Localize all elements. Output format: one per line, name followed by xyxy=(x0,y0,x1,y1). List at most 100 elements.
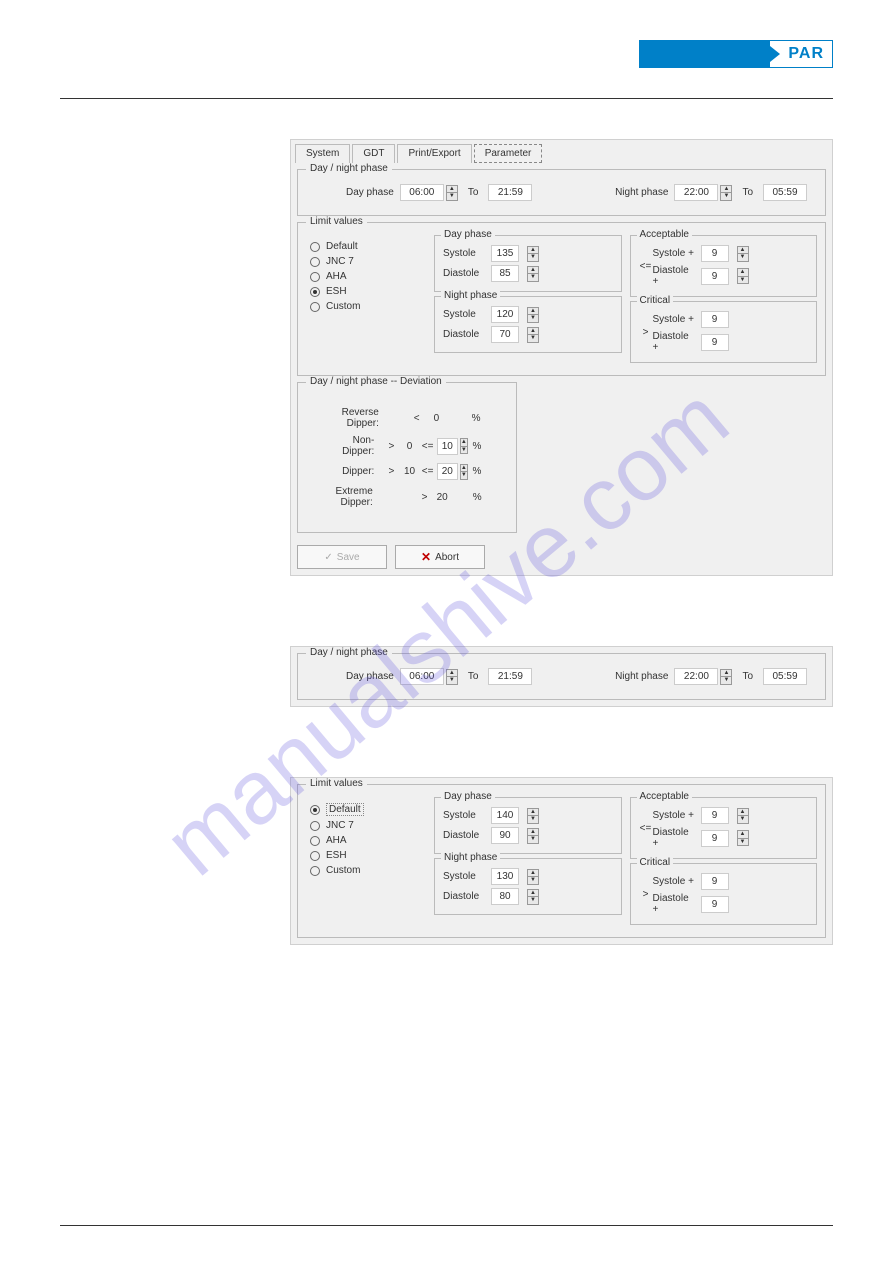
limits-fieldset-2: Limit values Default JNC 7 AHA ESH Custo… xyxy=(297,784,826,938)
dev-extreme-pct: % xyxy=(468,492,486,503)
night-phase-label-2: Night phase xyxy=(615,671,668,682)
radio-custom-2[interactable]: Custom xyxy=(310,865,422,876)
acc-systole-input[interactable]: 9 xyxy=(701,245,729,262)
night-from-input[interactable]: 22:00 xyxy=(674,184,718,201)
acceptable-fieldset: Acceptable <= Systole + 9 ▲▼ Diastole + xyxy=(630,235,818,297)
radio-custom-label-2: Custom xyxy=(326,865,360,876)
night-systole-input[interactable]: 120 xyxy=(491,306,519,323)
night-diastole-spinner-2[interactable]: ▲▼ xyxy=(527,889,539,905)
save-button[interactable]: ✓ Save xyxy=(297,545,387,569)
to-label-3: To xyxy=(468,671,479,682)
acc-systole-input-2[interactable]: 9 xyxy=(701,807,729,824)
radio-aha[interactable]: AHA xyxy=(310,271,422,282)
night-systole-spinner-2[interactable]: ▲▼ xyxy=(527,869,539,885)
dev-dipper-high[interactable]: 20 xyxy=(437,463,458,480)
night-diastole-spinner[interactable]: ▲▼ xyxy=(527,327,539,343)
dev-nondipper-lte: <= xyxy=(419,441,437,452)
day-phase-sub-legend: Day phase xyxy=(441,229,495,240)
radio-jnc7-label: JNC 7 xyxy=(326,256,354,267)
day-from-input-2[interactable]: 06:00 xyxy=(400,668,444,685)
night-diastole-label: Diastole xyxy=(443,329,485,340)
day-diastole-label: Diastole xyxy=(443,268,485,279)
limits-fieldset: Limit values Default JNC 7 AHA ESH Custo… xyxy=(297,222,826,376)
night-phase-fieldset: Night phase Systole 120 ▲▼ Diastole 70 ▲… xyxy=(434,296,622,353)
daynight-standalone-panel: Day / night phase Day phase 06:00 ▲▼ To … xyxy=(290,646,833,707)
abort-button[interactable]: ✕ Abort xyxy=(395,545,485,569)
dev-reverse-row: Reverse Dipper: < 0 % xyxy=(326,407,486,429)
day-systole-spinner[interactable]: ▲▼ xyxy=(527,246,539,262)
daynight-fieldset: Day / night phase Day phase 06:00 ▲▼ To … xyxy=(297,169,826,216)
radio-jnc7-2[interactable]: JNC 7 xyxy=(310,820,422,831)
day-diastole-spinner[interactable]: ▲▼ xyxy=(527,266,539,282)
day-phase-fieldset: Day phase Systole 135 ▲▼ Diastole 85 ▲▼ xyxy=(434,235,622,292)
night-from-spinner-2[interactable]: ▲▼ xyxy=(720,669,732,685)
acc-systole-spinner[interactable]: ▲▼ xyxy=(737,246,749,262)
dev-dipper-label: Dipper: xyxy=(326,466,374,477)
acceptable-legend: Acceptable xyxy=(637,229,692,240)
dev-dipper-pct: % xyxy=(468,466,486,477)
to-label-1: To xyxy=(468,187,479,198)
radio-custom[interactable]: Custom xyxy=(310,301,422,312)
acceptable-op: <= xyxy=(639,261,653,272)
dev-nondipper-row: Non-Dipper: > 0 <= 10 ▲▼ % xyxy=(326,435,486,457)
dev-dipper-row: Dipper: > 10 <= 20 ▲▼ % xyxy=(326,463,486,480)
day-diastole-spinner-2[interactable]: ▲▼ xyxy=(527,828,539,844)
night-diastole-input[interactable]: 70 xyxy=(491,326,519,343)
night-systole-input-2[interactable]: 130 xyxy=(491,868,519,885)
dev-reverse-pct: % xyxy=(466,413,486,424)
abort-label: Abort xyxy=(435,552,459,563)
day-diastole-input-2[interactable]: 90 xyxy=(491,827,519,844)
acc-diastole-spinner-2[interactable]: ▲▼ xyxy=(737,830,749,846)
save-label: Save xyxy=(337,552,360,563)
night-from-spinner[interactable]: ▲▼ xyxy=(720,185,732,201)
night-phase-sub-legend-2: Night phase xyxy=(441,852,500,863)
radio-default[interactable]: Default xyxy=(310,241,422,252)
day-from-input[interactable]: 06:00 xyxy=(400,184,444,201)
daynight-legend: Day / night phase xyxy=(306,163,392,174)
day-to-input: 21:59 xyxy=(488,184,532,201)
dev-extreme-high: 20 xyxy=(433,492,451,503)
radio-esh[interactable]: ESH xyxy=(310,286,422,297)
divider-bottom xyxy=(60,1225,833,1226)
logo-bar: PAR xyxy=(60,40,833,68)
day-systole-input[interactable]: 135 xyxy=(491,245,519,262)
day-diastole-label-2: Diastole xyxy=(443,830,485,841)
check-icon: ✓ xyxy=(324,552,332,563)
limits-legend-2: Limit values xyxy=(306,778,367,789)
day-from-spinner-2[interactable]: ▲▼ xyxy=(446,669,458,685)
x-icon: ✕ xyxy=(421,550,431,564)
dev-dipper-low: 10 xyxy=(400,466,418,477)
acc-diastole-input[interactable]: 9 xyxy=(701,268,729,285)
radio-esh-2[interactable]: ESH xyxy=(310,850,422,861)
crit-systole-input: 9 xyxy=(701,311,729,328)
day-systole-spinner-2[interactable]: ▲▼ xyxy=(527,808,539,824)
crit-systole-input-2: 9 xyxy=(701,873,729,890)
day-systole-input-2[interactable]: 140 xyxy=(491,807,519,824)
radio-default-2[interactable]: Default xyxy=(310,803,422,816)
night-diastole-input-2[interactable]: 80 xyxy=(491,888,519,905)
acc-systole-spinner-2[interactable]: ▲▼ xyxy=(737,808,749,824)
dev-reverse-lt: < xyxy=(407,413,427,424)
day-from-spinner[interactable]: ▲▼ xyxy=(446,185,458,201)
radio-default-label-2: Default xyxy=(326,803,364,816)
radio-jnc7[interactable]: JNC 7 xyxy=(310,256,422,267)
radio-default-label: Default xyxy=(326,241,358,252)
dev-nondipper-high[interactable]: 10 xyxy=(437,438,458,455)
daynight-fieldset-2: Day / night phase Day phase 06:00 ▲▼ To … xyxy=(297,653,826,700)
radio-esh-label-2: ESH xyxy=(326,850,347,861)
acc-diastole-input-2[interactable]: 9 xyxy=(701,830,729,847)
tab-gdt[interactable]: GDT xyxy=(352,144,395,163)
dev-dipper-spinner[interactable]: ▲▼ xyxy=(460,464,468,480)
night-from-input-2[interactable]: 22:00 xyxy=(674,668,718,685)
tab-parameter[interactable]: Parameter xyxy=(474,144,543,163)
night-systole-spinner[interactable]: ▲▼ xyxy=(527,307,539,323)
dev-nondipper-spinner[interactable]: ▲▼ xyxy=(460,438,468,454)
tab-system[interactable]: System xyxy=(295,144,350,163)
radio-aha-2[interactable]: AHA xyxy=(310,835,422,846)
settings-panel: System GDT Print/Export Parameter Day / … xyxy=(290,139,833,576)
acc-diastole-spinner[interactable]: ▲▼ xyxy=(737,268,749,284)
day-phase-label: Day phase xyxy=(346,187,394,198)
tab-print-export[interactable]: Print/Export xyxy=(397,144,471,163)
day-diastole-input[interactable]: 85 xyxy=(491,265,519,282)
limits-radio-col-2: Default JNC 7 AHA ESH Custom xyxy=(306,793,426,929)
